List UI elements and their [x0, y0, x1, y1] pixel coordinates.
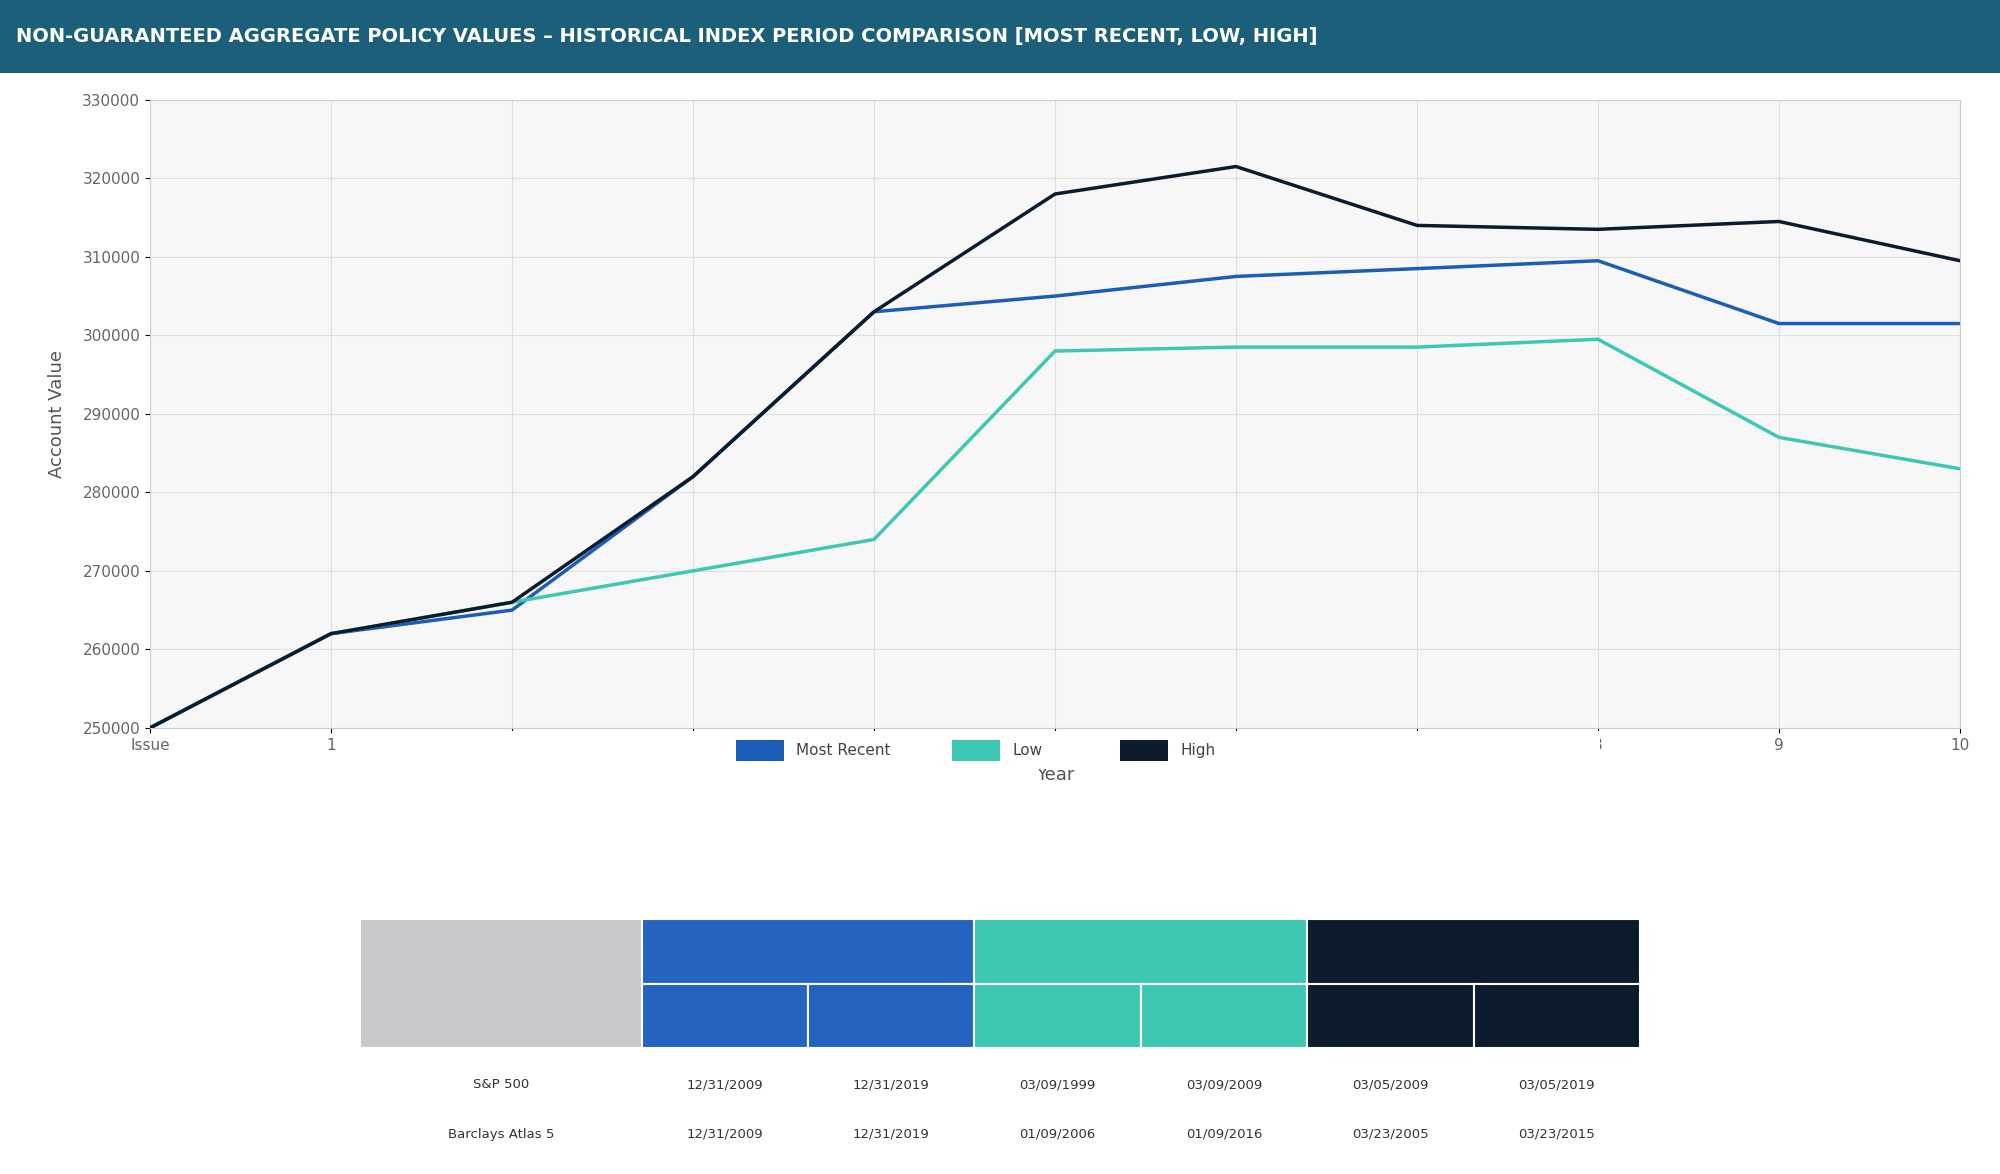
Text: 12/31/2019: 12/31/2019 — [852, 1078, 930, 1092]
Text: 12/31/2019: 12/31/2019 — [852, 1127, 930, 1141]
Text: S&P 500: S&P 500 — [472, 1078, 528, 1092]
Text: Most Recent: Most Recent — [796, 743, 890, 757]
Text: 01/09/2006: 01/09/2006 — [1020, 1127, 1096, 1141]
Text: 12/31/2009: 12/31/2009 — [686, 1127, 764, 1141]
Text: 03/05/2019: 03/05/2019 — [1518, 1078, 1596, 1092]
Text: 03/09/1999: 03/09/1999 — [1020, 1078, 1096, 1092]
Y-axis label: Account Value: Account Value — [48, 350, 66, 478]
Text: 03/23/2005: 03/23/2005 — [1352, 1127, 1428, 1141]
Text: End Date: End Date — [860, 1010, 922, 1023]
Text: End Date: End Date — [1194, 1010, 1254, 1023]
Text: Start Date: Start Date — [1024, 1010, 1092, 1023]
Text: MOST RECENT: MOST RECENT — [752, 945, 864, 958]
Text: Index: Index — [478, 977, 524, 991]
Text: High: High — [1180, 743, 1216, 757]
Text: 03/09/2009: 03/09/2009 — [1186, 1078, 1262, 1092]
Text: Start Date: Start Date — [1356, 1010, 1424, 1023]
Bar — [1120, 740, 1168, 761]
Bar — [736, 740, 784, 761]
Text: LOW: LOW — [1124, 945, 1158, 958]
Text: NON-GUARANTEED AGGREGATE POLICY VALUES – HISTORICAL INDEX PERIOD COMPARISON [MOS: NON-GUARANTEED AGGREGATE POLICY VALUES –… — [16, 27, 1318, 46]
Text: 03/05/2009: 03/05/2009 — [1352, 1078, 1428, 1092]
Text: 03/23/2015: 03/23/2015 — [1518, 1127, 1596, 1141]
Text: HIGH: HIGH — [1454, 945, 1494, 958]
Text: 01/09/2016: 01/09/2016 — [1186, 1127, 1262, 1141]
Bar — [952, 740, 1000, 761]
Text: Start Date: Start Date — [690, 1010, 760, 1023]
Text: 12/31/2009: 12/31/2009 — [686, 1078, 764, 1092]
Text: Barclays Atlas 5: Barclays Atlas 5 — [448, 1127, 554, 1141]
X-axis label: Year: Year — [1036, 767, 1074, 784]
Text: End Date: End Date — [1526, 1010, 1588, 1023]
Text: Low: Low — [1012, 743, 1042, 757]
